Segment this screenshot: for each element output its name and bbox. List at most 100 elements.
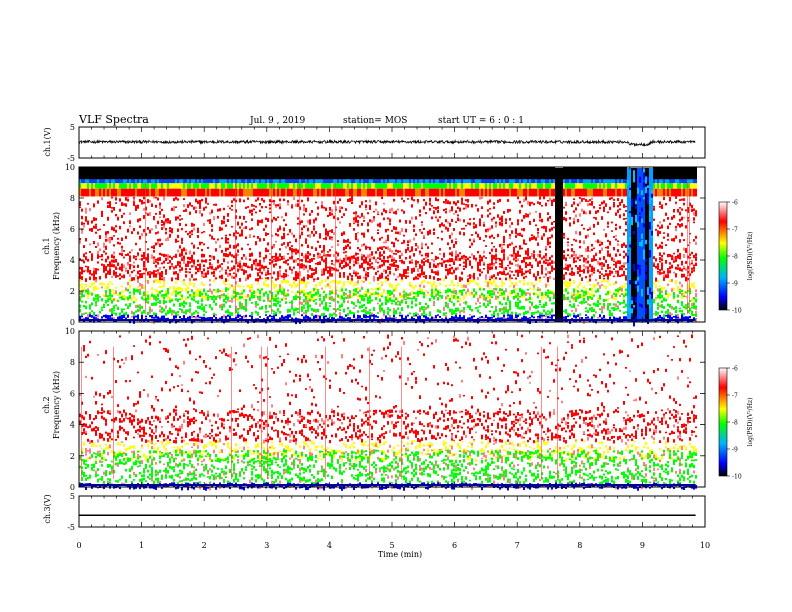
spectrogram-cell	[351, 196, 353, 200]
spectrogram-cell	[501, 280, 503, 284]
spectrogram-cell	[185, 188, 187, 197]
spectrogram-cell	[491, 234, 493, 238]
spectrogram-cell	[483, 304, 485, 307]
spectrogram-cell	[517, 196, 519, 200]
spectrogram-cell	[471, 309, 473, 312]
spectrogram-cell	[479, 236, 481, 241]
spectrogram-cell	[527, 319, 529, 324]
spectrogram-cell	[379, 258, 381, 260]
spectrogram-cell	[119, 312, 121, 316]
spectrogram-cell	[139, 304, 141, 308]
spectrogram-cell	[397, 250, 399, 253]
spectrogram-cell	[221, 303, 223, 308]
spectrogram-cell	[431, 269, 433, 274]
spectrogram-cell	[303, 167, 305, 180]
spectrogram-cell	[419, 230, 421, 233]
spectrogram-cell	[179, 308, 181, 311]
spectrogram-cell	[219, 208, 221, 212]
spectrogram-cell	[501, 183, 503, 189]
spectrogram-cell	[241, 292, 243, 295]
spectrogram-cell	[349, 188, 351, 197]
spectrogram-cell	[149, 309, 151, 313]
spectrogram-cell	[307, 244, 309, 249]
spectrogram-cell	[107, 231, 109, 234]
spectrogram-cell	[263, 228, 265, 231]
spectrogram-cell	[343, 188, 345, 197]
spectrogram-cell	[281, 280, 283, 284]
spectrogram-cell	[211, 290, 213, 294]
spectrogram-cell	[187, 271, 189, 274]
spectrogram-cell	[359, 315, 361, 319]
spectrogram-cell	[211, 265, 213, 270]
spectrogram-cell	[507, 188, 509, 197]
spectrogram-cell	[363, 297, 365, 302]
spectrogram-cell	[471, 265, 473, 269]
spectrogram-cell	[453, 303, 455, 307]
spectrogram-cell	[507, 256, 509, 261]
spectrogram-cell	[105, 286, 107, 290]
spectrogram-cell	[313, 188, 315, 197]
spectrogram-cell	[525, 264, 527, 269]
spectrogram-cell	[241, 290, 243, 294]
spectrogram-cell	[229, 300, 231, 302]
spectrogram-cell	[389, 218, 391, 223]
spectrogram-cell	[133, 255, 135, 259]
spectrogram-cell	[363, 232, 365, 237]
spectrogram-cell	[123, 183, 125, 189]
spectrogram-cell	[283, 297, 285, 300]
spectrogram-cell	[407, 188, 409, 197]
spectrogram-cell	[139, 258, 141, 261]
spectrogram-cell	[469, 218, 471, 221]
spectrogram-cell	[121, 297, 123, 300]
spectrogram-cell	[255, 291, 257, 294]
spectrogram-cell	[479, 220, 481, 224]
spectrogram-cell	[295, 307, 297, 312]
spectrogram-cell	[333, 312, 335, 315]
spectrogram-cell	[315, 309, 317, 312]
spectrogram-cell	[143, 309, 145, 314]
spectrogram-cell	[193, 291, 195, 295]
spectrogram-cell	[447, 290, 449, 293]
spectrogram-cell	[433, 265, 435, 268]
spectrogram-cell	[275, 167, 277, 180]
spectrogram-cell	[129, 284, 131, 289]
spectrogram-cell	[371, 179, 373, 184]
spectrogram-cell	[215, 248, 217, 252]
spectrogram-cell	[459, 167, 461, 180]
spectrogram-cell	[303, 293, 305, 297]
spectrogram-cell	[463, 207, 465, 210]
spectrogram-cell	[329, 271, 331, 275]
spectrogram-cell	[369, 258, 371, 262]
spectrogram-cell	[297, 183, 299, 189]
spectrogram-cell	[101, 263, 103, 266]
spectrogram-cell	[499, 258, 501, 262]
spectrogram-cell	[245, 299, 247, 303]
spectrogram-cell	[89, 278, 91, 281]
spectrogram-cell	[95, 179, 97, 184]
spectrogram-cell	[249, 228, 251, 231]
spectrogram-cell	[521, 228, 523, 231]
spectrogram-cell	[93, 225, 95, 229]
spectrogram-cell	[495, 283, 497, 287]
spectrogram-cell	[479, 261, 481, 264]
spectrogram-cell	[345, 183, 347, 189]
spectrogram-cell	[219, 179, 221, 184]
spectrogram-cell	[107, 264, 109, 267]
spectrogram-cell	[457, 217, 459, 222]
spectrogram-cell	[317, 188, 319, 197]
spectrogram-cell	[99, 235, 101, 240]
spectrogram-cell	[143, 298, 145, 301]
spectrogram-cell	[273, 255, 275, 258]
spectrogram-cell	[343, 213, 345, 216]
spectrogram-cell	[509, 243, 511, 246]
spectrogram-cell	[459, 290, 461, 295]
spectrogram-cell	[343, 292, 345, 296]
spectrogram-cell	[327, 230, 329, 235]
spectrogram-cell	[209, 295, 211, 298]
spectrogram-cell	[171, 264, 173, 267]
spectrogram-cell	[187, 286, 189, 290]
spectrogram-cell	[499, 188, 501, 197]
spectrogram-cell	[87, 314, 89, 319]
spectrogram-cell	[421, 266, 423, 268]
spectrogram-cell	[357, 253, 359, 255]
